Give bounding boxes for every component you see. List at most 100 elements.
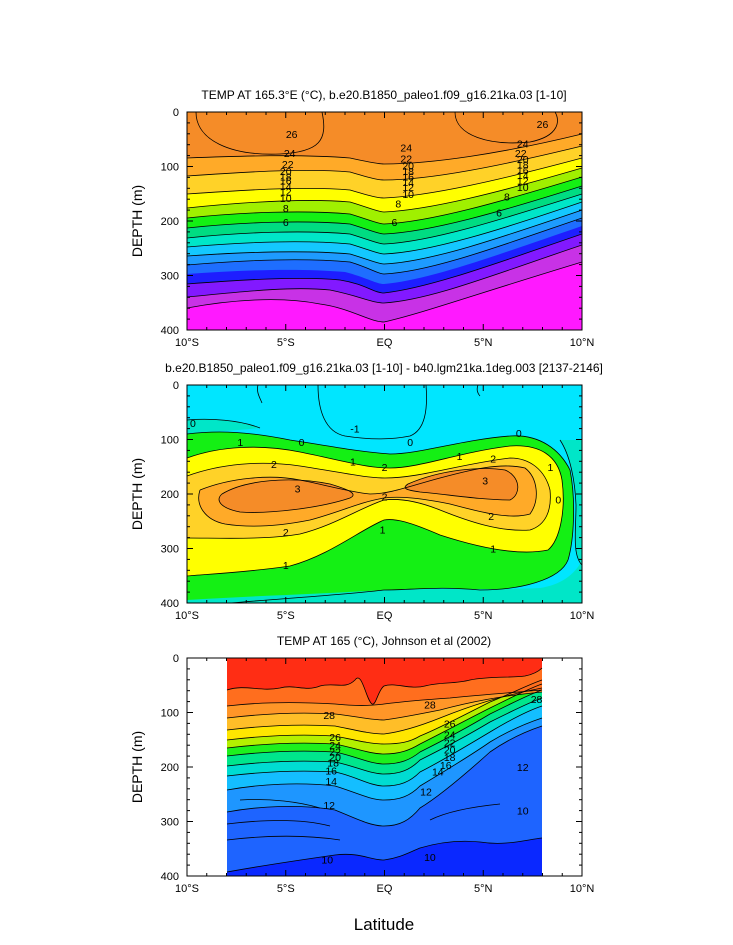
panel-middle-band-3-plus-right [405, 468, 518, 500]
contour-label: 20 [517, 154, 529, 166]
contour-label: 1 [457, 451, 463, 463]
y-tick-label: 400 [161, 871, 179, 883]
contour-label: 28 [323, 710, 335, 722]
x-tick-label: EQ [377, 883, 393, 895]
panel-bottom-title: TEMP AT 165 (°C), Johnson et al (2002) [277, 634, 491, 648]
contour-label: 10 [517, 182, 529, 194]
contour-label: 26 [444, 718, 456, 730]
y-tick-label: 100 [161, 435, 179, 447]
contour-label: 6 [283, 217, 289, 229]
contour-label: 26 [286, 129, 298, 141]
contour-label: 14 [325, 776, 337, 788]
contour-label: 14 [432, 766, 444, 778]
x-tick-label: 10°N [570, 610, 595, 622]
panel-top-contours [187, 112, 582, 323]
x-tick-label: 10°S [175, 610, 199, 622]
y-tick-label: 200 [161, 762, 179, 774]
contour-label: 28 [424, 699, 436, 711]
contour-label: 18 [517, 159, 529, 171]
panel-top-axes: 10°S 5°S EQ 5°N 10°N 0 100 200 300 400 [161, 107, 595, 349]
contour-label: 12 [402, 182, 414, 194]
y-tick-label: 0 [173, 107, 179, 119]
contour-label: 10 [280, 193, 292, 205]
x-tick-label: 10°N [570, 883, 595, 895]
contour-label: 0 [555, 494, 561, 506]
panel-bottom: TEMP AT 165 (°C), Johnson et al (2002) [129, 634, 594, 895]
panel-bottom-plot-area [226, 658, 543, 876]
contour-label: 22 [329, 747, 341, 759]
panel-middle-title: b.e20.B1850_paleo1.f09_g16.21ka.03 [1-10… [165, 361, 603, 375]
contour-label: 0 [190, 418, 196, 430]
contour-label: 18 [280, 171, 292, 183]
x-tick-label: EQ [377, 337, 393, 349]
contour-label: 1 [350, 456, 356, 468]
contour-label: 28 [531, 694, 543, 706]
y-tick-label: 100 [161, 162, 179, 174]
panel-middle: b.e20.B1850_paleo1.f09_g16.21ka.03 [1-10… [129, 361, 603, 622]
contour-label: 16 [402, 171, 414, 183]
contour-label: 24 [329, 740, 341, 752]
contour-label: 12 [517, 176, 529, 188]
contour-label: 1 [237, 437, 243, 449]
contour-label: 20 [280, 166, 292, 178]
contour-label: 12 [420, 787, 432, 799]
panel-top-band-26-warm [187, 112, 582, 164]
y-tick-label: 0 [173, 653, 179, 665]
contour-label: 22 [282, 159, 294, 171]
panel-middle-ylabel: DEPTH (m) [129, 458, 145, 530]
contour-label: 16 [325, 765, 337, 777]
x-tick-label: 5°S [277, 337, 295, 349]
contour-label: 8 [395, 199, 401, 211]
panel-bottom-ylabel: DEPTH (m) [129, 731, 145, 803]
panel-middle-contours [187, 385, 582, 603]
y-tick-label: 300 [161, 817, 179, 829]
x-tick-label: 5°N [474, 883, 493, 895]
panel-middle-cold-bottom [187, 560, 582, 603]
x-tick-label: 5°S [277, 610, 295, 622]
y-tick-label: 300 [161, 544, 179, 556]
contour-label: 14 [280, 181, 292, 193]
contour-label: 10 [517, 806, 529, 818]
contour-label: 10 [321, 855, 333, 867]
contour-label: 10 [424, 852, 436, 864]
y-tick-label: 400 [161, 325, 179, 337]
contour-label: 20 [402, 160, 414, 172]
contour-label: 14 [402, 177, 414, 189]
y-tick-label: 200 [161, 489, 179, 501]
contour-label: 26 [537, 119, 549, 131]
x-tick-label: 5°S [277, 883, 295, 895]
panel-bottom-band-28-plus [227, 658, 542, 705]
contour-label: 1 [547, 462, 553, 474]
contour-label: 2 [490, 454, 496, 466]
contour-label: 8 [283, 203, 289, 215]
contour-label: 12 [323, 800, 335, 812]
contour-label: 18 [402, 166, 414, 178]
panel-bottom-contours [226, 667, 543, 873]
contour-label: 12 [280, 187, 292, 199]
contour-label: 0 [407, 437, 413, 449]
contour-label: 2 [271, 459, 277, 471]
contour-label: 24 [400, 142, 412, 154]
contour-label: 20 [329, 752, 341, 764]
contour-label: 18 [444, 752, 456, 764]
panel-top-plot-area [187, 112, 582, 330]
y-tick-label: 200 [161, 216, 179, 228]
x-tick-label: 10°N [570, 337, 595, 349]
contour-label: 6 [391, 217, 397, 229]
contour-label: 24 [284, 148, 296, 160]
contour-label: 0 [299, 437, 305, 449]
contour-label: 20 [444, 745, 456, 757]
panel-top-ylabel: DEPTH (m) [129, 185, 145, 257]
contour-label: 24 [517, 139, 529, 151]
contour-label: 16 [440, 760, 452, 772]
contour-label: -1 [350, 424, 359, 436]
contour-label: 10 [402, 189, 414, 201]
panel-top: TEMP AT 165.3°E (°C), b.e20.B1850_paleo1… [129, 88, 594, 349]
x-tick-label: 5°N [474, 337, 493, 349]
contour-label: 2 [382, 462, 388, 474]
y-tick-label: 300 [161, 271, 179, 283]
contour-label: 18 [327, 758, 339, 770]
x-tick-label: 10°S [175, 883, 199, 895]
